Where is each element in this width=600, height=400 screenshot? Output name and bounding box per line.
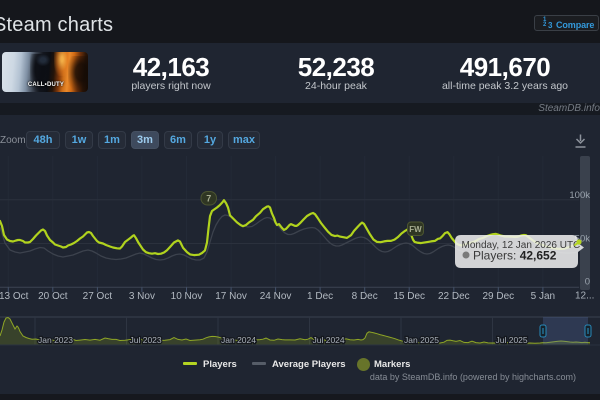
svg-text:29 Dec: 29 Dec: [482, 291, 514, 302]
svg-text:17 Nov: 17 Nov: [215, 291, 247, 302]
svg-text:FW: FW: [409, 225, 422, 234]
svg-text:Jul 2023: Jul 2023: [130, 335, 162, 345]
svg-text:24 Nov: 24 Nov: [260, 291, 292, 302]
svg-text:10 Nov: 10 Nov: [171, 291, 203, 302]
svg-text:5 Jan: 5 Jan: [531, 291, 555, 302]
svg-text:Players: 42,652: Players: 42,652: [473, 249, 557, 263]
svg-text:3 Nov: 3 Nov: [129, 291, 155, 302]
svg-text:Monday, 12 Jan 2026 UTC: Monday, 12 Jan 2026 UTC: [462, 240, 581, 251]
svg-text:8 Dec: 8 Dec: [352, 291, 378, 302]
svg-text:20 Oct: 20 Oct: [38, 291, 68, 302]
svg-text:0: 0: [585, 277, 590, 288]
svg-text:Jan 2025: Jan 2025: [404, 335, 439, 345]
svg-text:7: 7: [206, 194, 211, 204]
svg-text:100k: 100k: [569, 190, 590, 201]
svg-text:Jul 2024: Jul 2024: [313, 335, 345, 345]
svg-text:22 Dec: 22 Dec: [438, 291, 470, 302]
svg-text:12...: 12...: [575, 291, 594, 302]
svg-text:13 Oct: 13 Oct: [0, 291, 29, 302]
svg-text:50k: 50k: [575, 234, 591, 245]
svg-text:1 Dec: 1 Dec: [307, 291, 333, 302]
svg-text:Jul 2025: Jul 2025: [496, 335, 528, 345]
svg-text:27 Oct: 27 Oct: [83, 291, 113, 302]
svg-text:15 Dec: 15 Dec: [393, 291, 425, 302]
svg-text:Jan 2024: Jan 2024: [221, 335, 256, 345]
svg-text:Jan 2023: Jan 2023: [38, 335, 73, 345]
